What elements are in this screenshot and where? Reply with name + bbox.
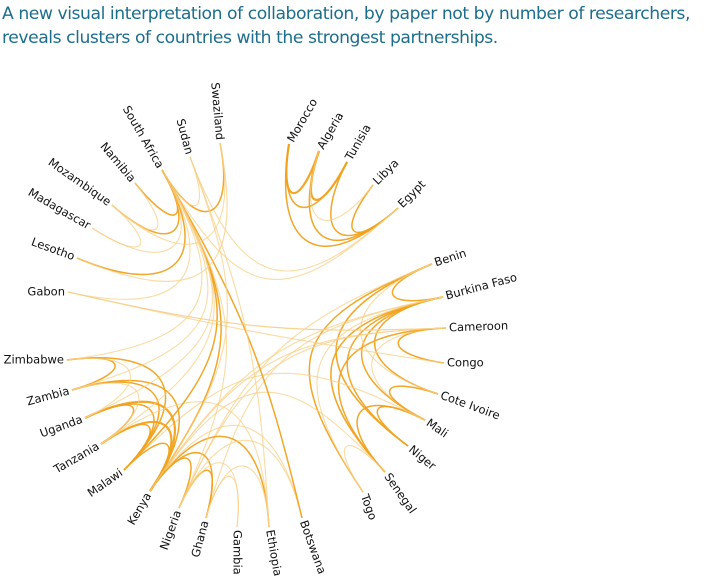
link-cote-ivoire-mali: [389, 385, 439, 421]
link-congo-gabon: [67, 291, 445, 364]
country-label-zambia: Zambia: [25, 384, 71, 409]
country-label-mali: Mali: [424, 416, 451, 441]
link-ghana-ethiopia: [205, 465, 270, 528]
link-libya-egypt: [351, 184, 399, 234]
link-kenya-malawi: [123, 442, 170, 492]
link-south-africa-nigeria: [161, 169, 228, 509]
link-tanzania-ethiopia: [100, 401, 270, 528]
country-label-zimbabwe: Zimbabwe: [4, 353, 64, 367]
link-south-africa-zimbabwe: [66, 169, 203, 361]
country-label-tanzania: Tanzania: [50, 439, 101, 477]
country-label-gabon: Gabon: [27, 285, 65, 299]
link-kenya-ghana: [149, 451, 214, 519]
link-nigeria-gambia: [178, 462, 239, 528]
country-label-lesotho: Lesotho: [30, 234, 77, 263]
country-label-gambia: Gambia: [231, 530, 245, 575]
link-south-africa-sudan: [161, 156, 201, 207]
link-morocco-tunisia: [285, 143, 348, 209]
country-label-nigeria: Nigeria: [157, 508, 184, 551]
country-label-burkina-faso: Burkina Faso: [444, 270, 519, 303]
country-label-algeria: Algeria: [314, 110, 346, 152]
collaboration-links: [66, 142, 447, 528]
link-egypt-south-africa: [161, 169, 399, 280]
country-label-malawi: Malawi: [85, 466, 126, 500]
country-label-uganda: Uganda: [38, 412, 85, 440]
country-label-congo: Congo: [447, 356, 484, 370]
link-benin-togo: [308, 263, 433, 493]
link-lesotho-swaziland: [76, 142, 228, 282]
link-burkina-faso-cote-ivoire: [373, 296, 444, 395]
link-kenya-botswana: [149, 424, 303, 519]
link-swaziland-mozambique: [111, 142, 226, 245]
link-uganda-zimbabwe: [66, 357, 131, 419]
country-label-sudan: Sudan: [174, 117, 197, 156]
link-niger-mali: [376, 405, 426, 447]
country-label-libya: Libya: [370, 156, 402, 188]
link-senegal-togo: [344, 444, 386, 493]
link-algeria-libya: [310, 150, 374, 221]
link-egypt-sudan: [189, 156, 399, 272]
country-label-egypt: Egypt: [395, 177, 429, 211]
link-sudan-kenya: [149, 156, 228, 492]
country-label-botswana: Botswana: [297, 518, 329, 576]
country-label-namibia: Namibia: [97, 139, 138, 184]
headline-line-2: reveals clusters of countries with the s…: [2, 28, 498, 48]
link-burkina-faso-kenya: [149, 296, 444, 492]
headline-line-1: A new visual interpretation of collabora…: [2, 4, 690, 24]
link-south-africa-lesotho: [76, 169, 186, 276]
link-malawi-uganda: [84, 403, 155, 471]
country-label-cote-ivoire: Cote Ivoire: [439, 388, 502, 422]
link-malawi-zimbabwe: [66, 357, 167, 471]
link-senegal-kenya: [149, 391, 386, 492]
link-mali-malawi: [123, 372, 426, 471]
link-cameroon-congo: [397, 327, 447, 364]
link-nigeria-botswana: [178, 439, 303, 519]
link-south-africa-namibia: [134, 169, 179, 216]
country-label-senegal: Senegal: [381, 470, 419, 516]
country-label-kenya: Kenya: [124, 490, 154, 527]
link-morocco-egypt: [284, 143, 399, 247]
link-south-africa-swaziland: [161, 142, 225, 213]
country-label-niger: Niger: [406, 442, 439, 473]
link-benin-cote-ivoire: [360, 263, 439, 395]
country-label-cameroon: Cameroon: [449, 318, 509, 334]
link-south-africa-gabon: [67, 169, 191, 300]
link-south-africa-botswana: [161, 169, 303, 519]
country-label-morocco: Morocco: [284, 96, 320, 145]
country-label-tunisia: Tunisia: [342, 122, 374, 164]
headline: A new visual interpretation of collabora…: [2, 2, 716, 50]
country-label-benin: Benin: [433, 246, 468, 269]
link-kenya-ethiopia: [149, 435, 270, 528]
country-label-togo: Togo: [358, 491, 381, 522]
link-south-africa-mozambique: [111, 169, 180, 235]
link-tanzania-zambia: [71, 382, 140, 445]
link-sudan-ethiopia: [189, 156, 270, 528]
country-label-ethiopia: Ethiopia: [263, 529, 285, 578]
link-burkina-faso-niger: [346, 296, 444, 447]
link-burkina-faso-senegal: [330, 296, 444, 473]
country-label-swaziland: Swaziland: [208, 82, 227, 141]
link-togo-burkina-faso: [316, 296, 444, 493]
country-label-ghana: Ghana: [188, 519, 211, 559]
link-gabon-cameroon: [67, 291, 447, 331]
link-madagascar-mozambique: [91, 204, 142, 248]
link-benin-niger: [335, 263, 433, 447]
